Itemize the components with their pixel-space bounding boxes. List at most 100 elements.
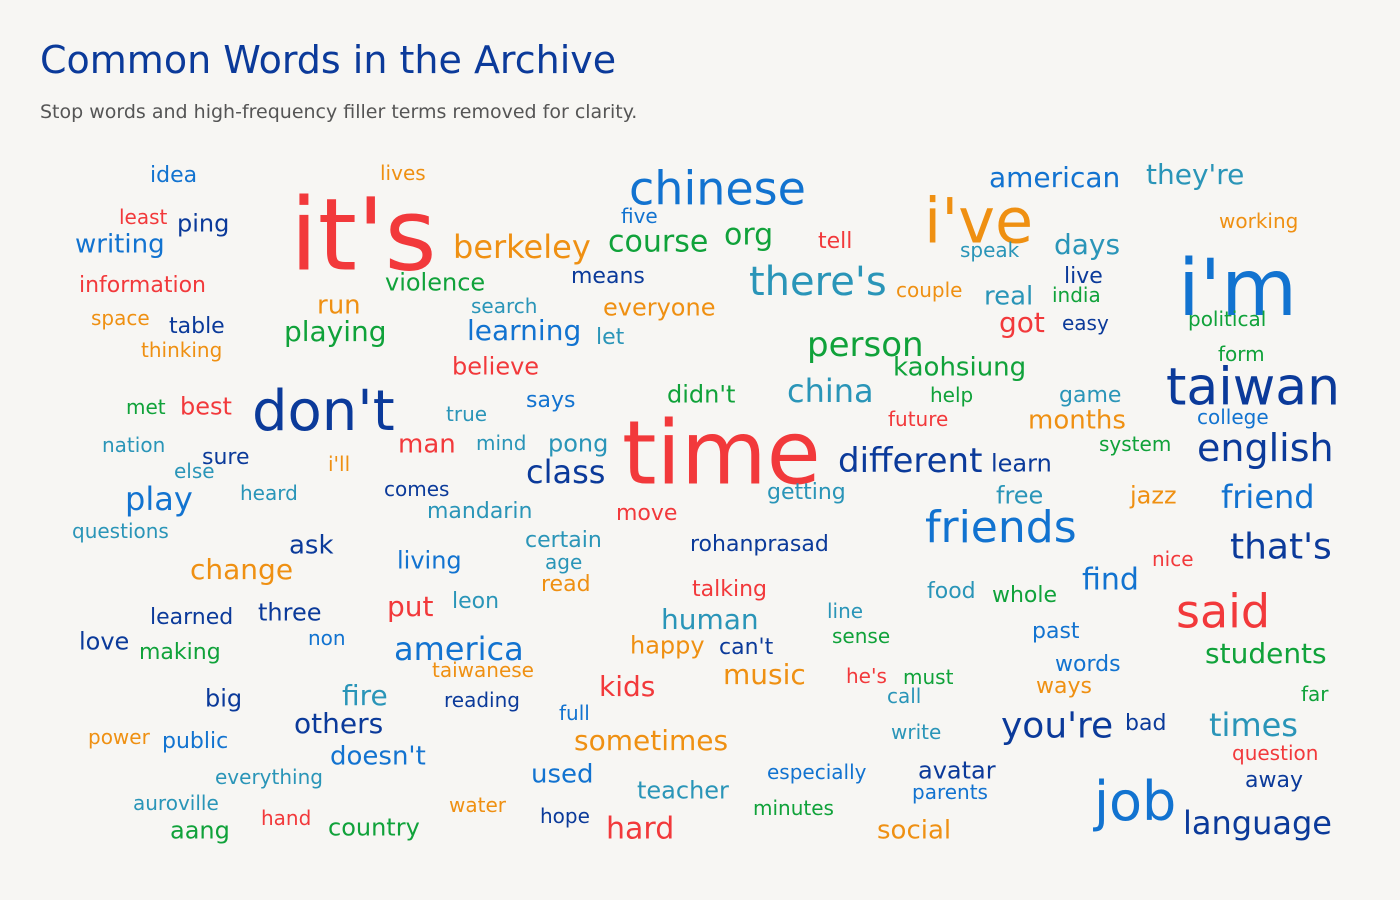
word-kids: kids bbox=[599, 670, 655, 703]
word-especially: especially bbox=[767, 760, 867, 784]
word-love: love bbox=[79, 628, 129, 656]
word-used: used bbox=[531, 759, 594, 789]
word-least: least bbox=[119, 205, 168, 229]
word-met: met bbox=[126, 395, 166, 419]
word-whole: whole bbox=[992, 583, 1057, 608]
word-days: days bbox=[1054, 228, 1120, 261]
word-avatar: avatar bbox=[918, 757, 996, 785]
word-others: others bbox=[294, 707, 383, 740]
word-play: play bbox=[125, 480, 193, 518]
word-food: food bbox=[927, 579, 976, 604]
word-violence: violence bbox=[385, 269, 485, 297]
word-months: months bbox=[1028, 405, 1126, 435]
word-water: water bbox=[449, 793, 507, 817]
word-making: making bbox=[139, 640, 221, 665]
word-free: free bbox=[996, 482, 1043, 510]
word-language: language bbox=[1183, 804, 1332, 842]
word-search: search bbox=[471, 294, 537, 318]
word-its: it's bbox=[290, 176, 437, 293]
word-theres: there's bbox=[749, 259, 887, 305]
word-happy: happy bbox=[630, 632, 705, 660]
word-getting: getting bbox=[767, 480, 846, 505]
word-means: means bbox=[571, 264, 645, 289]
word-org: org bbox=[724, 218, 773, 253]
word-theyre: they're bbox=[1146, 158, 1244, 191]
word-time: time bbox=[622, 402, 821, 505]
word-ask: ask bbox=[289, 530, 334, 560]
word-china: china bbox=[787, 372, 874, 410]
word-parents: parents bbox=[912, 780, 988, 804]
word-sometimes: sometimes bbox=[574, 724, 728, 757]
word-working: working bbox=[1219, 209, 1298, 233]
word-believe: believe bbox=[452, 353, 539, 381]
word-easy: easy bbox=[1062, 311, 1109, 335]
word-must: must bbox=[903, 665, 954, 689]
word-learn: learn bbox=[991, 450, 1052, 478]
word-couple: couple bbox=[896, 278, 962, 302]
word-call: call bbox=[887, 684, 921, 708]
word-live: live bbox=[1064, 264, 1103, 289]
word-mandarin: mandarin bbox=[427, 499, 532, 524]
word-words: words bbox=[1055, 652, 1121, 677]
word-form: form bbox=[1218, 342, 1265, 366]
word-human: human bbox=[661, 603, 759, 636]
word-run: run bbox=[317, 290, 361, 320]
word-big: big bbox=[205, 685, 242, 713]
word-ways: ways bbox=[1036, 674, 1092, 699]
word-ive: i've bbox=[924, 184, 1033, 257]
word-leon: leon bbox=[452, 589, 499, 614]
word-real: real bbox=[984, 281, 1033, 311]
word-teacher: teacher bbox=[637, 777, 729, 805]
word-english: english bbox=[1197, 426, 1334, 470]
word-dont: don't bbox=[252, 379, 395, 444]
word-class: class bbox=[526, 453, 605, 491]
word-jazz: jazz bbox=[1129, 482, 1177, 510]
word-thinking: thinking bbox=[141, 338, 222, 362]
word-minutes: minutes bbox=[753, 796, 834, 820]
word-non: non bbox=[308, 626, 346, 650]
word-friends: friends bbox=[925, 502, 1077, 553]
word-help: help bbox=[930, 383, 973, 407]
word-living: living bbox=[397, 547, 462, 575]
word-line: line bbox=[827, 599, 863, 623]
word-system: system bbox=[1099, 432, 1171, 456]
word-job: job bbox=[1093, 770, 1176, 833]
word-friend: friend bbox=[1221, 478, 1315, 516]
word-table: table bbox=[169, 314, 225, 339]
word-chinese: chinese bbox=[629, 161, 806, 215]
word-sense: sense bbox=[832, 624, 890, 648]
word-fire: fire bbox=[342, 679, 388, 712]
word-india: india bbox=[1052, 283, 1101, 307]
word-learned: learned bbox=[150, 605, 233, 630]
word-five: five bbox=[621, 204, 658, 228]
chart-title: Common Words in the Archive bbox=[40, 38, 617, 82]
word-taiwanese: taiwanese bbox=[432, 658, 534, 682]
chart-subtitle: Stop words and high-frequency filler ter… bbox=[40, 101, 638, 123]
word-learning: learning bbox=[467, 314, 581, 347]
word-change: change bbox=[190, 553, 293, 586]
word-far: far bbox=[1301, 682, 1329, 706]
word-age: age bbox=[545, 550, 582, 574]
word-says: says bbox=[526, 388, 575, 413]
word-said: said bbox=[1176, 584, 1270, 638]
word-write: write bbox=[891, 720, 941, 744]
word-students: students bbox=[1205, 637, 1327, 670]
word-ill: i'll bbox=[328, 452, 350, 476]
word-find: find bbox=[1082, 563, 1139, 598]
word-cant: can't bbox=[719, 635, 774, 660]
word-college: college bbox=[1197, 405, 1269, 429]
word-writing: writing bbox=[75, 229, 165, 259]
word-course: course bbox=[608, 225, 708, 260]
word-question: question bbox=[1232, 741, 1318, 765]
word-taiwan: taiwan bbox=[1166, 358, 1340, 418]
word-everything: everything bbox=[215, 765, 323, 789]
word-future: future bbox=[888, 407, 948, 431]
word-different: different bbox=[838, 441, 982, 481]
word-questions: questions bbox=[72, 519, 169, 543]
word-american: american bbox=[989, 161, 1120, 194]
word-read: read bbox=[541, 572, 591, 597]
word-comes: comes bbox=[384, 477, 449, 501]
word-power: power bbox=[88, 725, 151, 749]
word-mind: mind bbox=[476, 431, 526, 455]
